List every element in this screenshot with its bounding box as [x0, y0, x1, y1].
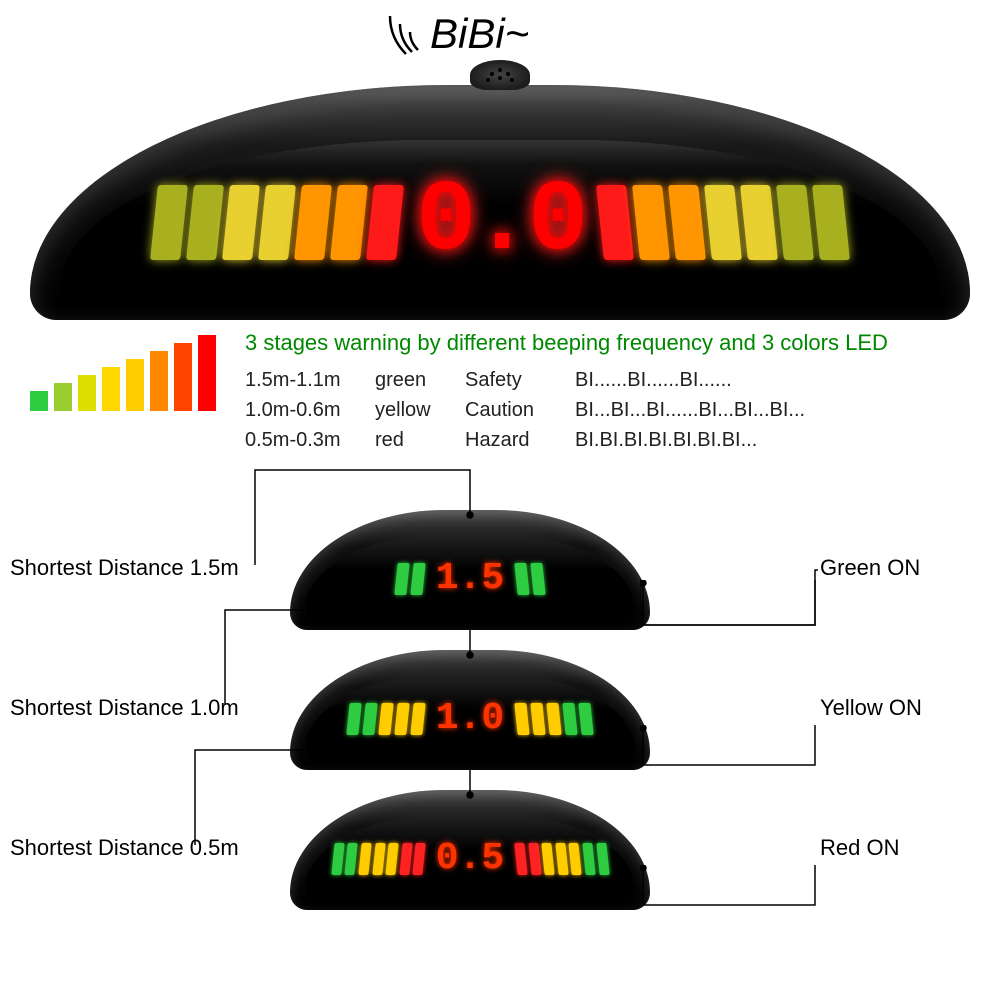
callout-line: [640, 555, 840, 635]
led-bar-orange: [294, 185, 332, 260]
led-bar-yellow: [258, 185, 296, 260]
small-led-y: [531, 703, 546, 735]
led-bar-olive: [812, 185, 850, 260]
led-bar-yellow: [222, 185, 260, 260]
callout-line: [190, 745, 480, 855]
small-led-g: [531, 563, 546, 595]
info-cell-range: 1.5m-1.1m: [245, 365, 375, 395]
led-bar-orange: [668, 185, 706, 260]
info-row: 1.0m-0.6myellowCautionBI...BI...BI......…: [245, 395, 805, 425]
color-scale-icon: [30, 335, 216, 411]
sound-wave-icon: [380, 12, 430, 62]
small-led-y: [515, 703, 530, 735]
info-row: 0.5m-0.3mredHazardBI.BI.BI.BI.BI.BI.BI..…: [245, 425, 805, 455]
info-cell-color: green: [375, 365, 465, 395]
callout-line: [220, 605, 480, 715]
small-led-rd: [515, 843, 528, 875]
small-led-g: [563, 703, 578, 735]
info-cell-beep: BI.BI.BI.BI.BI.BI.BI...: [575, 425, 757, 455]
sound-label: BiBi~: [430, 10, 529, 58]
small-led-g: [579, 703, 594, 735]
small-led-g: [515, 563, 530, 595]
info-title: 3 stages warning by different beeping fr…: [245, 330, 888, 356]
small-led-y: [569, 843, 582, 875]
small-led-g: [582, 843, 595, 875]
status-label-2: Yellow ON: [820, 695, 922, 721]
led-bar-olive: [150, 185, 188, 260]
led-bar-red: [596, 185, 634, 260]
info-cell-level: Safety: [465, 365, 575, 395]
small-led-y: [542, 843, 555, 875]
info-table: 1.5m-1.1mgreenSafetyBI......BI......BI..…: [245, 365, 805, 455]
callout-line: [640, 725, 840, 775]
info-cell-range: 1.0m-0.6m: [245, 395, 375, 425]
led-bar-olive: [776, 185, 814, 260]
info-cell-level: Caution: [465, 395, 575, 425]
small-led-y: [547, 703, 562, 735]
distance-label-1: Shortest Distance 1.5m: [10, 555, 239, 581]
status-label-3: Red ON: [820, 835, 899, 861]
info-row: 1.5m-1.1mgreenSafetyBI......BI......BI..…: [245, 365, 805, 395]
led-bar-yellow: [704, 185, 742, 260]
small-led-rd: [528, 843, 541, 875]
main-digit: 0.0: [416, 166, 584, 279]
callout-line: [640, 865, 840, 915]
small-led-g: [596, 843, 609, 875]
led-bar-orange: [632, 185, 670, 260]
info-cell-level: Hazard: [465, 425, 575, 455]
led-bar-red: [366, 185, 404, 260]
info-cell-beep: BI......BI......BI......: [575, 365, 732, 395]
callout-line: [250, 465, 480, 575]
info-cell-color: red: [375, 425, 465, 455]
main-sensor-display: 0.0: [30, 60, 970, 320]
led-bar-olive: [186, 185, 224, 260]
info-cell-beep: BI...BI...BI......BI...BI...BI...: [575, 395, 805, 425]
distance-label-2: Shortest Distance 1.0m: [10, 695, 239, 721]
led-bar-yellow: [740, 185, 778, 260]
small-led-y: [555, 843, 568, 875]
info-cell-color: yellow: [375, 395, 465, 425]
speaker-icon: [470, 60, 530, 90]
led-bar-orange: [330, 185, 368, 260]
info-cell-range: 0.5m-0.3m: [245, 425, 375, 455]
